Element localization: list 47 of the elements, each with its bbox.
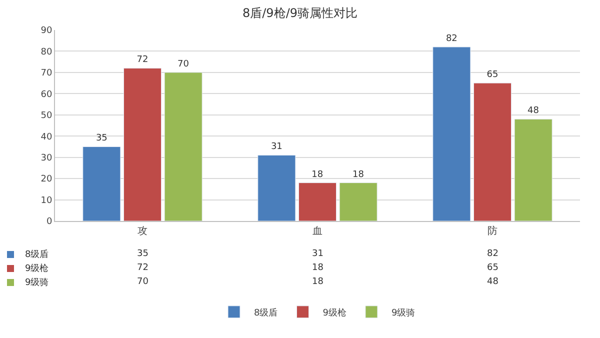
data-label: 18 bbox=[312, 263, 324, 273]
legend-label: 8级盾 bbox=[25, 249, 49, 260]
y-tick-label: 80 bbox=[40, 47, 52, 58]
x-tick-label: 攻 bbox=[138, 225, 148, 237]
annotation: 82 bbox=[446, 34, 458, 44]
bar bbox=[339, 182, 378, 221]
bar bbox=[298, 182, 337, 221]
annotation: 18 bbox=[352, 170, 364, 180]
bar bbox=[123, 68, 162, 221]
bar bbox=[432, 46, 471, 221]
annotation: 48 bbox=[527, 106, 540, 116]
y-tick-label: 30 bbox=[40, 153, 52, 164]
chart-title: 8盾/9枪/9骑属性对比 bbox=[242, 6, 358, 20]
y-tick-label: 20 bbox=[40, 174, 52, 185]
data-label: 72 bbox=[137, 263, 148, 273]
x-tick-label: 血 bbox=[312, 225, 322, 237]
bar bbox=[82, 146, 121, 221]
bar bbox=[514, 118, 552, 221]
data-label: 31 bbox=[312, 249, 324, 259]
annotation: 35 bbox=[96, 134, 108, 144]
legend-label: 9级骑 bbox=[391, 307, 416, 318]
legend-label: 9级枪 bbox=[25, 263, 49, 274]
data-label: 35 bbox=[137, 249, 148, 259]
y-tick-label: 50 bbox=[40, 111, 52, 122]
text: 8级盾 bbox=[254, 308, 278, 318]
y-tick-label: 10 bbox=[40, 196, 52, 206]
annotation: 65 bbox=[486, 70, 498, 80]
data-label: 82 bbox=[487, 249, 498, 259]
data-label: 48 bbox=[487, 277, 499, 287]
x-tick-label: 防 bbox=[488, 225, 498, 237]
text: 9级骑 bbox=[25, 278, 49, 288]
data-label: 65 bbox=[487, 263, 498, 273]
bar bbox=[164, 72, 202, 221]
annotation: 31 bbox=[270, 142, 282, 152]
annotation: 70 bbox=[177, 59, 190, 70]
annotation: 72 bbox=[136, 55, 148, 66]
y-tick-label: 60 bbox=[40, 90, 52, 100]
text: 9级枪 bbox=[322, 308, 346, 318]
y-tick-label: 40 bbox=[40, 132, 52, 142]
y-tick-label: 70 bbox=[40, 68, 52, 79]
y-tick-label: 90 bbox=[40, 26, 52, 36]
data-label: 70 bbox=[137, 277, 149, 287]
bar bbox=[473, 82, 512, 221]
y-tick-label: 0 bbox=[46, 217, 52, 228]
data-label: 18 bbox=[312, 277, 324, 287]
bar bbox=[258, 154, 296, 221]
annotation: 18 bbox=[312, 170, 324, 180]
